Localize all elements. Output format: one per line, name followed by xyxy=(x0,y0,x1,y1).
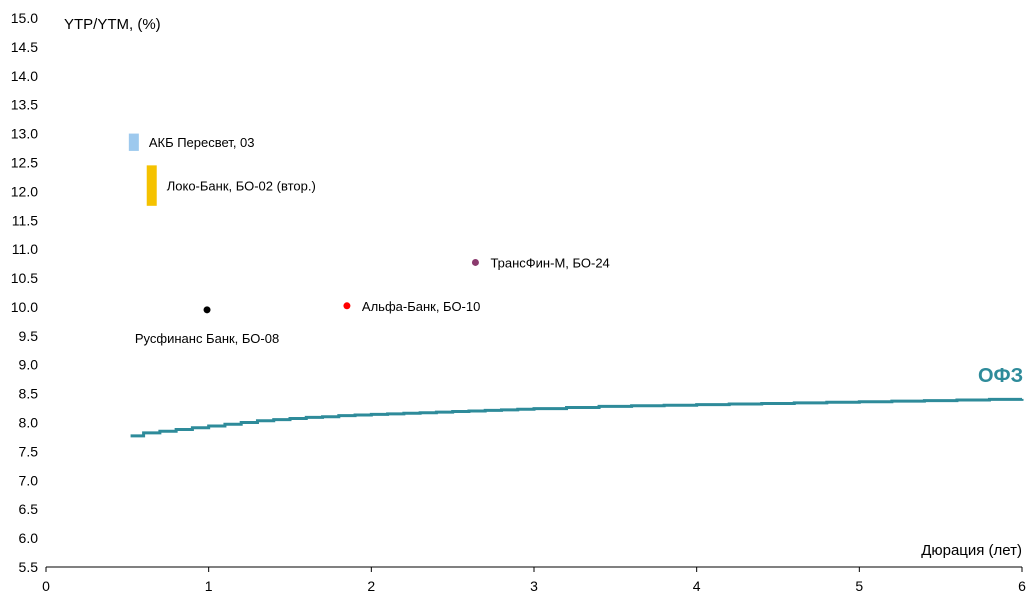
scatter-point-label: ТрансФин-М, БО-24 xyxy=(490,255,609,270)
range-bars: АКБ Пересвет, 03 Локо-Банк, БО-02 (втор.) xyxy=(128,133,316,206)
range-bar-label: Локо-Банк, БО-02 (втор.) xyxy=(167,179,316,194)
scatter-point xyxy=(343,302,351,310)
y-tick-label: 6.5 xyxy=(19,501,39,517)
scatter-point xyxy=(203,306,211,314)
y-tick-label: 10.0 xyxy=(11,299,38,315)
y-tick-label: 12.0 xyxy=(11,183,38,199)
x-tick-label: 0 xyxy=(42,578,50,594)
range-bar xyxy=(146,165,157,206)
y-tick-label: 14.5 xyxy=(11,39,38,55)
scatter-point-label: Русфинанс Банк, БО-08 xyxy=(135,331,279,346)
y-tick-label: 7.0 xyxy=(19,472,39,488)
x-tick-label: 1 xyxy=(205,578,213,594)
y-tick-label: 15.0 xyxy=(11,10,38,26)
y-tick-label: 5.5 xyxy=(19,559,39,575)
y-tick-label: 10.5 xyxy=(11,270,38,286)
y-tick-label: 13.5 xyxy=(11,97,38,113)
x-tick-label: 2 xyxy=(367,578,375,594)
x-axis-title: Дюрация (лет) xyxy=(921,542,1022,559)
x-tick-label: 5 xyxy=(855,578,863,594)
scatter-point xyxy=(471,258,479,266)
x-tick-label: 3 xyxy=(530,578,538,594)
scatter-point-label: Альфа-Банк, БО-10 xyxy=(362,299,480,314)
y-axis-tick-labels: 5.5 6.0 6.5 7.0 7.5 8.0 8.5 9.0 9.5 10.0 10.5 11.0 1… xyxy=(11,10,38,575)
range-bar xyxy=(128,133,139,151)
y-tick-label: 6.0 xyxy=(19,530,39,546)
y-tick-label: 8.5 xyxy=(19,386,39,402)
scatter-points: Русфинанс Банк, БО-08 Альфа-Банк, БО-10 Тр… xyxy=(135,255,610,345)
y-tick-label: 11.0 xyxy=(12,241,38,257)
y-axis-title: YTP/YTM, (%) xyxy=(64,16,161,33)
y-tick-label: 7.5 xyxy=(19,443,39,459)
x-axis-tick-labels: 0 1 2 3 4 5 6 xyxy=(42,578,1026,594)
y-tick-label: 11.5 xyxy=(12,212,38,228)
ofz-curve-line xyxy=(130,397,1024,438)
y-tick-label: 13.0 xyxy=(11,126,38,142)
ofz-curve xyxy=(130,397,1024,438)
x-tick-label: 6 xyxy=(1018,578,1026,594)
x-axis xyxy=(45,566,1023,572)
x-tick-label: 4 xyxy=(693,578,701,594)
y-tick-label: 12.5 xyxy=(11,154,38,170)
range-bar-label: АКБ Пересвет, 03 xyxy=(149,135,255,150)
y-tick-label: 8.0 xyxy=(19,415,39,431)
ofz-series-label: ОФЗ xyxy=(978,365,1023,387)
y-tick-label: 9.0 xyxy=(19,357,39,373)
y-tick-label: 14.0 xyxy=(11,68,38,84)
y-tick-label: 9.5 xyxy=(19,328,39,344)
